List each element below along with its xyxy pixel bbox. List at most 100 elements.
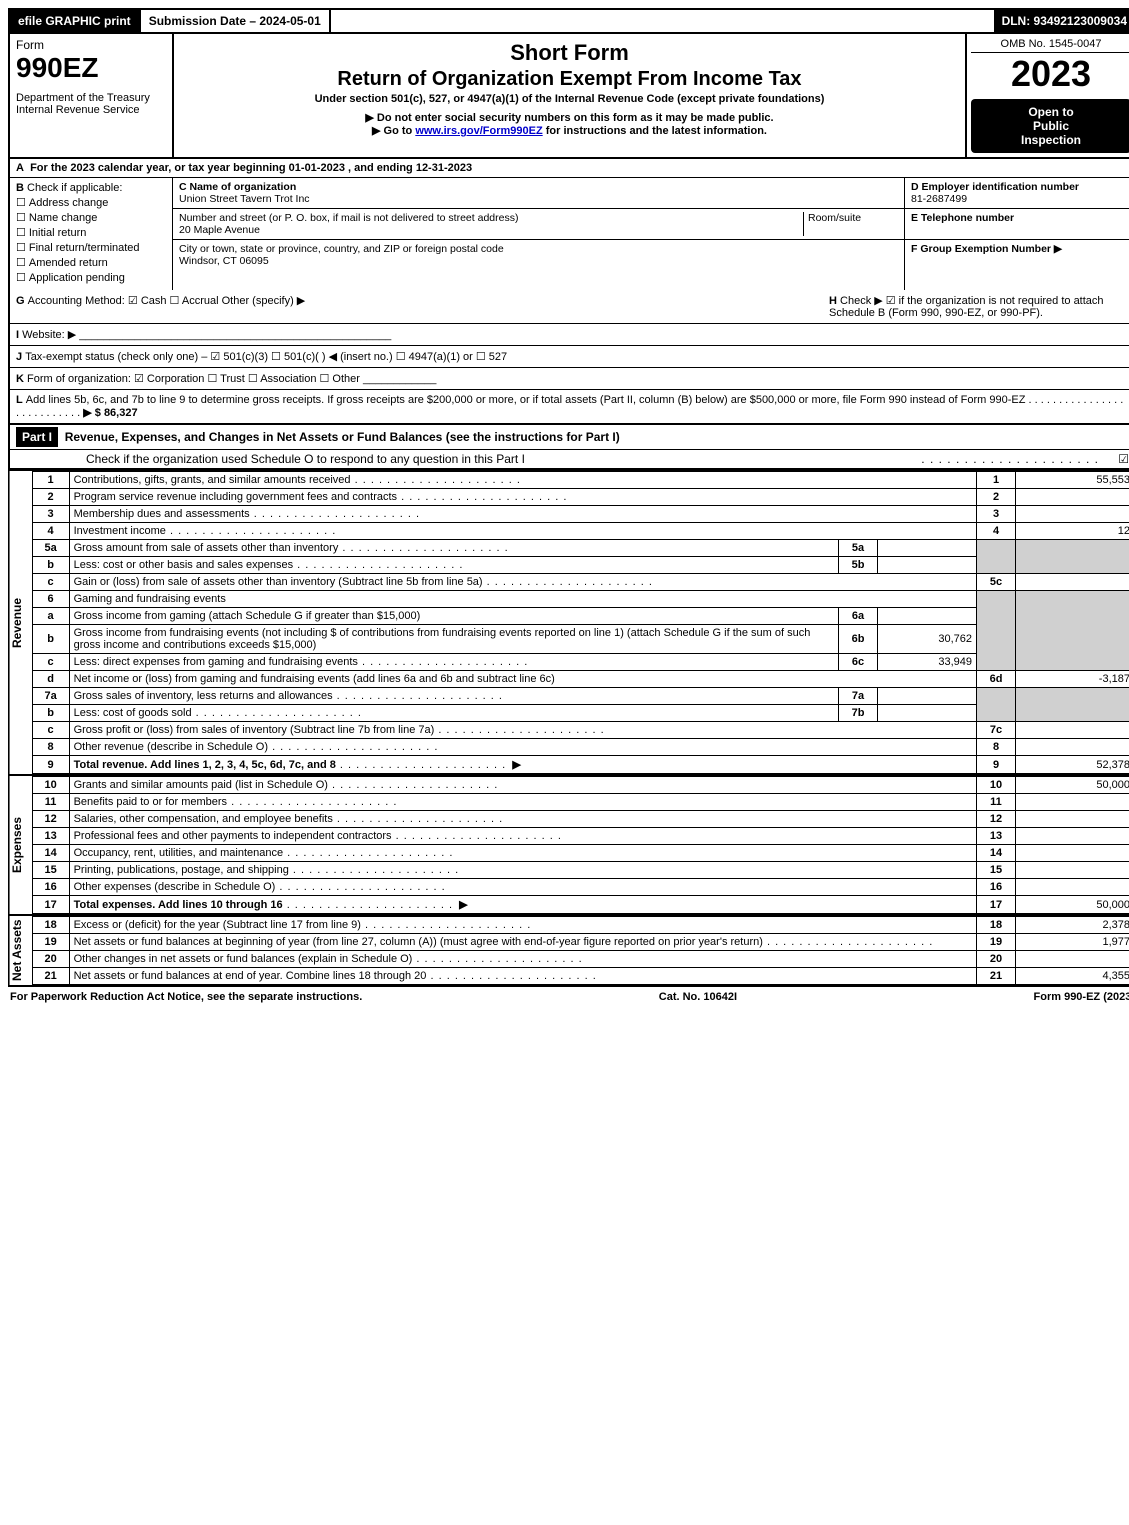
top-bar: efile GRAPHIC print Submission Date – 20… bbox=[8, 8, 1129, 34]
net-assets-table: 18Excess or (deficit) for the year (Subt… bbox=[32, 916, 1129, 985]
title-return: Return of Organization Exempt From Incom… bbox=[180, 68, 959, 91]
side-expenses: Expenses bbox=[10, 776, 32, 914]
line-1: 1Contributions, gifts, grants, and simil… bbox=[32, 472, 1129, 489]
line-15: 15Printing, publications, postage, and s… bbox=[32, 862, 1129, 879]
row-a-text: For the 2023 calendar year, or tax year … bbox=[30, 162, 472, 174]
line-6b: bGross income from fundraising events (n… bbox=[32, 625, 1129, 654]
chk-amended-return[interactable]: Amended return bbox=[16, 256, 166, 269]
part1-tag: Part I bbox=[16, 427, 58, 447]
note-goto: ▶ Go to www.irs.gov/Form990EZ for instru… bbox=[180, 124, 959, 137]
d-label: D Employer identification number bbox=[911, 181, 1079, 193]
footer-cat: Cat. No. 10642I bbox=[362, 991, 1033, 1003]
k-form-of-org: Form of organization: ☑ Corporation ☐ Tr… bbox=[27, 373, 360, 385]
line-5c: cGain or (loss) from sale of assets othe… bbox=[32, 574, 1129, 591]
line-9-arrow: ▶ bbox=[512, 759, 520, 771]
identity-section: A For the 2023 calendar year, or tax yea… bbox=[8, 159, 1129, 425]
line-7c: cGross profit or (loss) from sales of in… bbox=[32, 722, 1129, 739]
line-10: 10Grants and similar amounts paid (list … bbox=[32, 777, 1129, 794]
line-7a: 7aGross sales of inventory, less returns… bbox=[32, 688, 1129, 705]
line-21: 21Net assets or fund balances at end of … bbox=[32, 968, 1129, 985]
line-5a: 5aGross amount from sale of assets other… bbox=[32, 540, 1129, 557]
line-13: 13Professional fees and other payments t… bbox=[32, 828, 1129, 845]
c-street-label: Number and street (or P. O. box, if mail… bbox=[179, 212, 518, 224]
line-14: 14Occupancy, rent, utilities, and mainte… bbox=[32, 845, 1129, 862]
line-9-desc: Total revenue. Add lines 1, 2, 3, 4, 5c,… bbox=[74, 759, 336, 771]
form-word: Form bbox=[16, 38, 166, 52]
form-number: 990EZ bbox=[16, 52, 166, 84]
open-line3: Inspection bbox=[975, 133, 1127, 147]
org-street: 20 Maple Avenue bbox=[179, 224, 260, 236]
line-12: 12Salaries, other compensation, and empl… bbox=[32, 811, 1129, 828]
org-name: Union Street Tavern Trot Inc bbox=[179, 193, 310, 205]
line-20: 20Other changes in net assets or fund ba… bbox=[32, 951, 1129, 968]
c-city-label: City or town, state or province, country… bbox=[179, 243, 504, 255]
omb-number: OMB No. 1545-0047 bbox=[971, 38, 1129, 53]
net-assets-block: Net Assets 18Excess or (deficit) for the… bbox=[8, 916, 1129, 987]
side-net-assets: Net Assets bbox=[10, 916, 32, 985]
revenue-block: Revenue 1Contributions, gifts, grants, a… bbox=[8, 471, 1129, 776]
line-11: 11Benefits paid to or for members11 bbox=[32, 794, 1129, 811]
line-18: 18Excess or (deficit) for the year (Subt… bbox=[32, 917, 1129, 934]
e-label: E Telephone number bbox=[911, 212, 1014, 224]
part1-check-state[interactable]: ☑ bbox=[1099, 452, 1129, 466]
chk-final-return[interactable]: Final return/terminated bbox=[16, 241, 166, 254]
part1-check-note: Check if the organization used Schedule … bbox=[16, 452, 921, 466]
form-header: Form 990EZ Department of the Treasury In… bbox=[8, 34, 1129, 159]
open-line1: Open to bbox=[975, 105, 1127, 119]
tax-year: 2023 bbox=[971, 53, 1129, 95]
line-16: 16Other expenses (describe in Schedule O… bbox=[32, 879, 1129, 896]
line-2: 2Program service revenue including gover… bbox=[32, 489, 1129, 506]
expenses-block: Expenses 10Grants and similar amounts pa… bbox=[8, 776, 1129, 916]
chk-address-change[interactable]: Address change bbox=[16, 196, 166, 209]
revenue-table: 1Contributions, gifts, grants, and simil… bbox=[32, 471, 1129, 774]
line-17-desc: Total expenses. Add lines 10 through 16 bbox=[74, 899, 283, 911]
line-7b: bLess: cost of goods sold7b bbox=[32, 705, 1129, 722]
g-accounting-method: Accounting Method: ☑ Cash ☐ Accrual Othe… bbox=[28, 295, 306, 307]
col-c: C Name of organization Union Street Tave… bbox=[173, 178, 905, 290]
org-city: Windsor, CT 06095 bbox=[179, 255, 269, 267]
l-amount: ▶ $ 86,327 bbox=[83, 407, 137, 419]
open-line2: Public bbox=[975, 119, 1127, 133]
row-a: A For the 2023 calendar year, or tax yea… bbox=[10, 159, 1129, 178]
part1-dots bbox=[921, 452, 1099, 466]
j-tax-exempt: Tax-exempt status (check only one) – ☑ 5… bbox=[25, 351, 507, 363]
h-schedule-b: Check ▶ ☑ if the organization is not req… bbox=[829, 295, 1104, 319]
note-goto-pre: ▶ Go to bbox=[372, 125, 415, 137]
line-8: 8Other revenue (describe in Schedule O)8 bbox=[32, 739, 1129, 756]
chk-application-pending[interactable]: Application pending bbox=[16, 271, 166, 284]
line-6d: dNet income or (loss) from gaming and fu… bbox=[32, 671, 1129, 688]
i-website: Website: ▶ bbox=[22, 329, 76, 341]
dept-line2: Internal Revenue Service bbox=[16, 104, 166, 116]
irs-link[interactable]: www.irs.gov/Form990EZ bbox=[415, 125, 542, 137]
l-text: Add lines 5b, 6c, and 7b to line 9 to de… bbox=[26, 394, 1026, 406]
line-3: 3Membership dues and assessments3 bbox=[32, 506, 1129, 523]
line-17-arrow: ▶ bbox=[459, 899, 467, 911]
chk-name-change[interactable]: Name change bbox=[16, 211, 166, 224]
expenses-table: 10Grants and similar amounts paid (list … bbox=[32, 776, 1129, 914]
dept-line1: Department of the Treasury bbox=[16, 92, 166, 104]
efile-label[interactable]: efile GRAPHIC print bbox=[10, 10, 141, 32]
col-def: D Employer identification number 81-2687… bbox=[905, 178, 1129, 290]
line-9: 9Total revenue. Add lines 1, 2, 3, 4, 5c… bbox=[32, 756, 1129, 774]
footer-left: For Paperwork Reduction Act Notice, see … bbox=[10, 991, 362, 1003]
line-4: 4Investment income412 bbox=[32, 523, 1129, 540]
chk-initial-return[interactable]: Initial return bbox=[16, 226, 166, 239]
note-ssn: ▶ Do not enter social security numbers o… bbox=[180, 111, 959, 124]
note-goto-post: for instructions and the latest informat… bbox=[546, 125, 767, 137]
col-b: B Check if applicable: Address change Na… bbox=[10, 178, 173, 290]
part1-header-row: Part I Revenue, Expenses, and Changes in… bbox=[8, 425, 1129, 471]
line-6: 6Gaming and fundraising events bbox=[32, 591, 1129, 608]
ein-value: 81-2687499 bbox=[911, 193, 967, 205]
line-19: 19Net assets or fund balances at beginni… bbox=[32, 934, 1129, 951]
subtitle: Under section 501(c), 527, or 4947(a)(1)… bbox=[180, 93, 959, 105]
dln-label: DLN: 93492123009034 bbox=[994, 10, 1129, 32]
part1-title: Revenue, Expenses, and Changes in Net As… bbox=[65, 430, 620, 444]
f-label: F Group Exemption Number ▶ bbox=[911, 243, 1062, 255]
line-6c: cLess: direct expenses from gaming and f… bbox=[32, 654, 1129, 671]
line-5b: bLess: cost or other basis and sales exp… bbox=[32, 557, 1129, 574]
submission-date: Submission Date – 2024-05-01 bbox=[141, 10, 331, 32]
side-revenue: Revenue bbox=[10, 471, 32, 774]
b-label: Check if applicable: bbox=[27, 182, 122, 194]
room-suite-label: Room/suite bbox=[803, 212, 898, 236]
title-short-form: Short Form bbox=[180, 40, 959, 66]
